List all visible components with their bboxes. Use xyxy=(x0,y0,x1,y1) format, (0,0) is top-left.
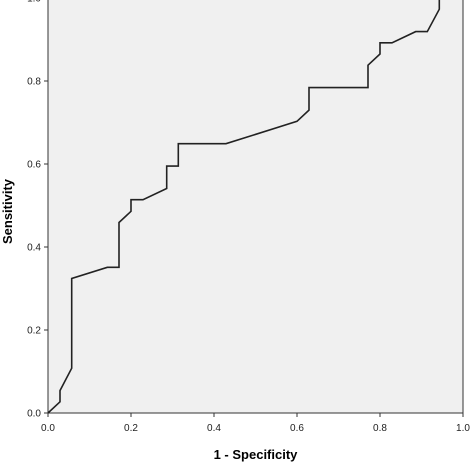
y-axis-ticks: 0.0 0.2 0.4 0.6 0.8 1.0 xyxy=(27,0,48,420)
roc-curve-line xyxy=(47,0,441,414)
y-tick-label: 0.6 xyxy=(27,160,41,171)
x-tick-label: 1.0 xyxy=(456,423,470,434)
series-layer xyxy=(47,0,441,414)
y-tick-label: 0.2 xyxy=(27,326,41,337)
y-tick-label: 0.4 xyxy=(27,243,41,254)
x-tick-label: 0.6 xyxy=(290,423,304,434)
x-tick-label: 0.2 xyxy=(124,423,138,434)
x-tick-label: 0.0 xyxy=(41,423,55,434)
plot-area xyxy=(47,0,464,414)
y-tick-label: 0.0 xyxy=(27,409,41,420)
y-tick-label: 1.0 xyxy=(27,0,41,5)
y-tick-label: 0.8 xyxy=(27,77,41,88)
x-tick-label: 0.4 xyxy=(207,423,221,434)
x-axis-title: 1 - Specificity xyxy=(214,447,299,462)
y-axis-title: Sensitivity xyxy=(0,178,15,244)
x-axis-ticks: 0.0 0.2 0.4 0.6 0.8 1.0 xyxy=(41,413,470,434)
x-tick-label: 0.8 xyxy=(373,423,387,434)
